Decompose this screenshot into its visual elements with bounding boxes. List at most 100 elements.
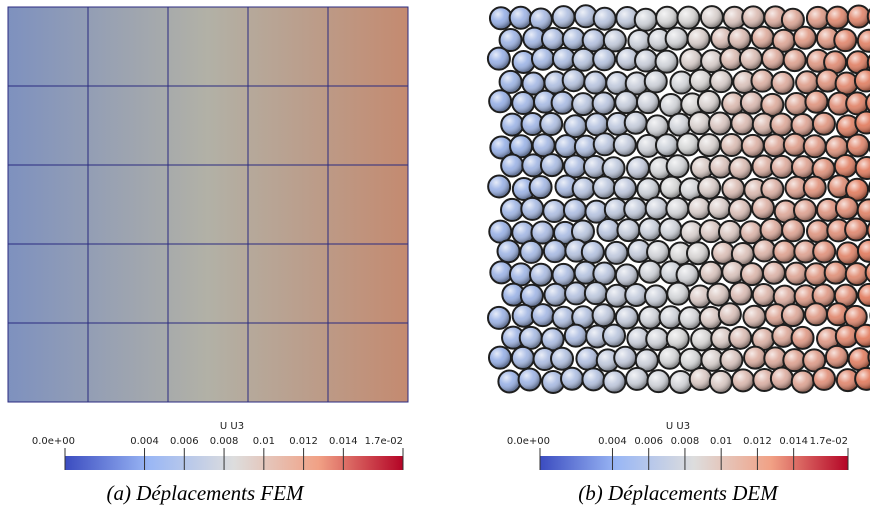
colorbar: [65, 456, 403, 470]
particle-shade: [719, 304, 740, 325]
particle-shade: [575, 6, 596, 27]
particle-shade: [573, 178, 594, 199]
colorbar-tick-label: 0.0e+00: [32, 436, 75, 447]
particle-shade: [626, 73, 647, 94]
particle-shade: [565, 156, 586, 177]
particle-shade: [710, 113, 731, 134]
particle-shade: [688, 28, 709, 49]
particle-shade: [681, 49, 702, 70]
particle-shade: [607, 113, 628, 134]
particle-shade: [829, 93, 850, 114]
particle-shade: [786, 263, 807, 284]
particle-shade: [565, 325, 586, 346]
particle-shade: [490, 8, 511, 29]
particle-shade: [792, 371, 813, 392]
particle-shade: [856, 325, 870, 346]
particle-shade: [721, 48, 742, 69]
particle-shade: [530, 9, 551, 30]
particle-shade: [556, 136, 577, 157]
particle-shade: [625, 112, 646, 133]
particle-shade: [826, 137, 847, 158]
particle-shade: [836, 326, 857, 347]
particle-shade: [699, 135, 720, 156]
particle-shade: [530, 177, 551, 198]
particle-shade: [614, 178, 635, 199]
particle-shade: [702, 349, 723, 370]
particle-shade: [650, 158, 671, 179]
particle-shade: [586, 114, 607, 135]
particle-shade: [794, 27, 815, 48]
particle-shade: [723, 93, 744, 114]
particle-shade: [858, 200, 870, 221]
particle-shade: [806, 264, 827, 285]
particle-shade: [572, 221, 593, 242]
particle-shade: [724, 7, 745, 28]
particle-shade: [762, 94, 783, 115]
particle-shade: [502, 155, 523, 176]
particle-shade: [680, 179, 701, 200]
particle-shade: [848, 6, 869, 27]
particle-shade: [604, 325, 625, 346]
particle-shade: [782, 305, 803, 326]
particle-shade: [847, 93, 868, 114]
particle-shade: [635, 9, 656, 30]
particle-shade: [753, 114, 774, 135]
particle-shade: [553, 307, 574, 328]
particle-shade: [677, 264, 698, 285]
particle-shade: [593, 305, 614, 326]
particle-shade: [524, 28, 545, 49]
mesh-lines: [8, 7, 408, 402]
particle-shade: [513, 305, 534, 326]
particle-shade: [511, 136, 532, 157]
particle-shade: [542, 329, 563, 350]
particle-shade: [500, 30, 521, 51]
particle-shade: [847, 52, 868, 73]
particle-shade: [763, 262, 784, 283]
particle-shade: [660, 94, 681, 115]
particle-shade: [806, 304, 827, 325]
particle-shade: [786, 94, 807, 115]
particle-shade: [530, 264, 551, 285]
particle-shade: [835, 285, 856, 306]
particle-shade: [792, 327, 813, 348]
particle-shade: [762, 179, 783, 200]
particle-shade: [552, 92, 573, 113]
particle-shade: [765, 348, 786, 369]
particle-shade: [772, 72, 793, 93]
particle-shade: [593, 93, 614, 114]
particle-shade: [795, 241, 816, 262]
particle-shade: [503, 327, 524, 348]
particle-shade: [667, 156, 688, 177]
particle-shade: [489, 176, 510, 197]
particle-shade: [773, 30, 794, 51]
particle-shade: [743, 7, 764, 28]
particle-shade: [763, 48, 784, 69]
particle-shade: [616, 307, 637, 328]
particle-shade: [489, 347, 510, 368]
particle-shade: [690, 70, 711, 91]
particle-shade: [774, 286, 795, 307]
particle-shade: [795, 200, 816, 221]
particle-shade: [640, 219, 661, 240]
dem-particles: [486, 4, 870, 394]
particle-shade: [846, 219, 867, 240]
particle-shade: [522, 198, 543, 219]
particle-shade: [513, 93, 534, 114]
particle-shade: [573, 307, 594, 328]
particle-shade: [856, 368, 870, 389]
particle-shade: [765, 7, 786, 28]
particle-shade: [754, 369, 775, 390]
particle-shade: [825, 262, 846, 283]
colorbar-tick-label: 0.01: [253, 436, 275, 447]
fem-mesh: [7, 6, 409, 403]
particle-shade: [671, 72, 692, 93]
particle-shade: [692, 329, 713, 350]
particle-shade: [814, 241, 835, 262]
particle-shade: [646, 198, 667, 219]
particle-shade: [774, 241, 795, 262]
particle-shade: [667, 328, 688, 349]
particle-shade: [605, 199, 626, 220]
particle-shade: [678, 134, 699, 155]
particle-shade: [782, 9, 803, 30]
